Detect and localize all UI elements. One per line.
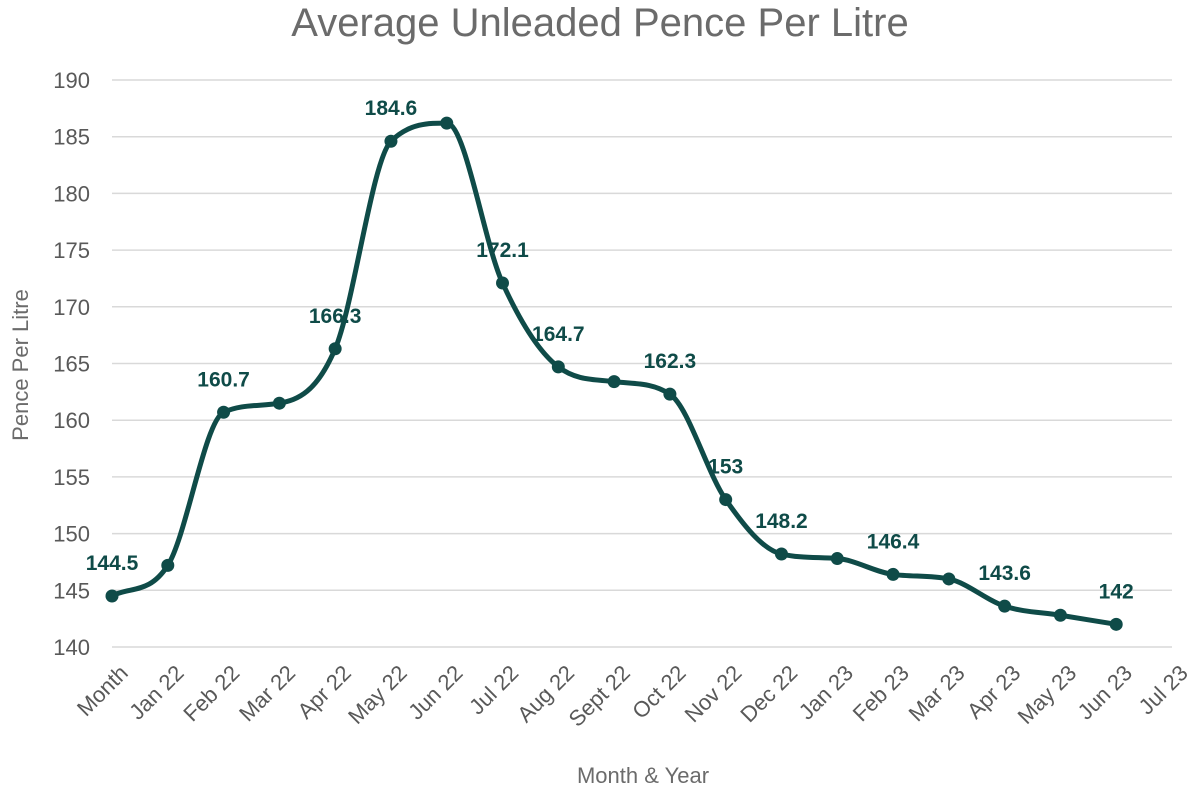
data-point — [217, 405, 231, 419]
data-label: 184.6 — [365, 97, 418, 120]
y-tick-label: 145 — [53, 578, 90, 603]
x-tick-label: Jul 23 — [1134, 660, 1193, 719]
data-point — [1053, 608, 1067, 622]
x-tick-label: Sept 22 — [564, 660, 635, 731]
data-points — [105, 116, 1123, 631]
x-tick-label: Jun 23 — [1073, 660, 1137, 724]
data-point — [998, 599, 1012, 613]
chart-title: Average Unleaded Pence Per Litre — [291, 1, 908, 45]
x-tick-label: Jan 23 — [794, 660, 858, 724]
data-label: 142 — [1099, 580, 1134, 603]
x-tick-label: Mar 22 — [234, 660, 300, 726]
data-point — [774, 547, 788, 561]
data-point — [719, 493, 733, 507]
y-tick-label: 170 — [53, 295, 90, 320]
data-label: 166.3 — [309, 305, 362, 328]
x-tick-label: May 22 — [343, 660, 412, 729]
data-point — [272, 396, 286, 410]
series-line — [109, 120, 1119, 627]
x-tick-label: Mar 23 — [904, 660, 970, 726]
data-point — [1109, 617, 1123, 631]
data-point — [886, 567, 900, 581]
x-tick-label: Dec 22 — [735, 660, 802, 727]
data-point — [496, 276, 510, 290]
data-label: 146.4 — [867, 530, 920, 553]
y-tick-label: 155 — [53, 465, 90, 490]
data-point — [830, 552, 844, 566]
data-point — [328, 342, 342, 356]
x-tick-label: Month — [72, 660, 133, 721]
x-tick-label: Jan 22 — [124, 660, 188, 724]
data-label: 144.5 — [86, 552, 139, 575]
x-tick-label: Feb 22 — [178, 660, 244, 726]
data-label: 162.3 — [644, 350, 697, 373]
data-label: 153 — [708, 456, 743, 479]
data-label: 164.7 — [532, 323, 585, 346]
data-point — [161, 558, 175, 572]
data-label: 143.6 — [978, 562, 1031, 585]
x-tick-label: Nov 22 — [680, 660, 747, 727]
y-tick-label: 165 — [53, 352, 90, 377]
data-label: 160.7 — [197, 368, 250, 391]
data-point — [105, 589, 119, 603]
y-axis-ticks: 140 145 150 155 160 165 170 175 180 185 190 — [53, 68, 90, 660]
y-tick-label: 175 — [53, 238, 90, 263]
gridlines — [112, 79, 1172, 648]
data-point — [551, 360, 565, 374]
data-point — [384, 134, 398, 148]
y-tick-label: 140 — [53, 635, 90, 660]
x-tick-label: Feb 23 — [848, 660, 914, 726]
data-point — [942, 572, 956, 586]
y-tick-label: 150 — [53, 522, 90, 547]
data-point — [607, 375, 621, 389]
y-tick-label: 160 — [53, 408, 90, 433]
x-tick-label: Jun 22 — [403, 660, 467, 724]
x-tick-label: May 23 — [1013, 660, 1082, 729]
y-tick-label: 190 — [53, 68, 90, 93]
x-axis-title: Month & Year — [577, 763, 709, 788]
data-label: 172.1 — [476, 239, 529, 262]
data-point — [440, 116, 454, 130]
x-tick-label: Oct 22 — [627, 660, 691, 724]
y-axis-title: Pence Per Litre — [8, 289, 33, 441]
data-labels: 144.5 160.7 166.3 184.6 172.1 164.7 162.3 153 14… — [86, 97, 1134, 603]
data-point — [663, 387, 677, 401]
y-tick-label: 185 — [53, 125, 90, 150]
data-label: 148.2 — [755, 510, 808, 533]
y-tick-label: 180 — [53, 181, 90, 206]
